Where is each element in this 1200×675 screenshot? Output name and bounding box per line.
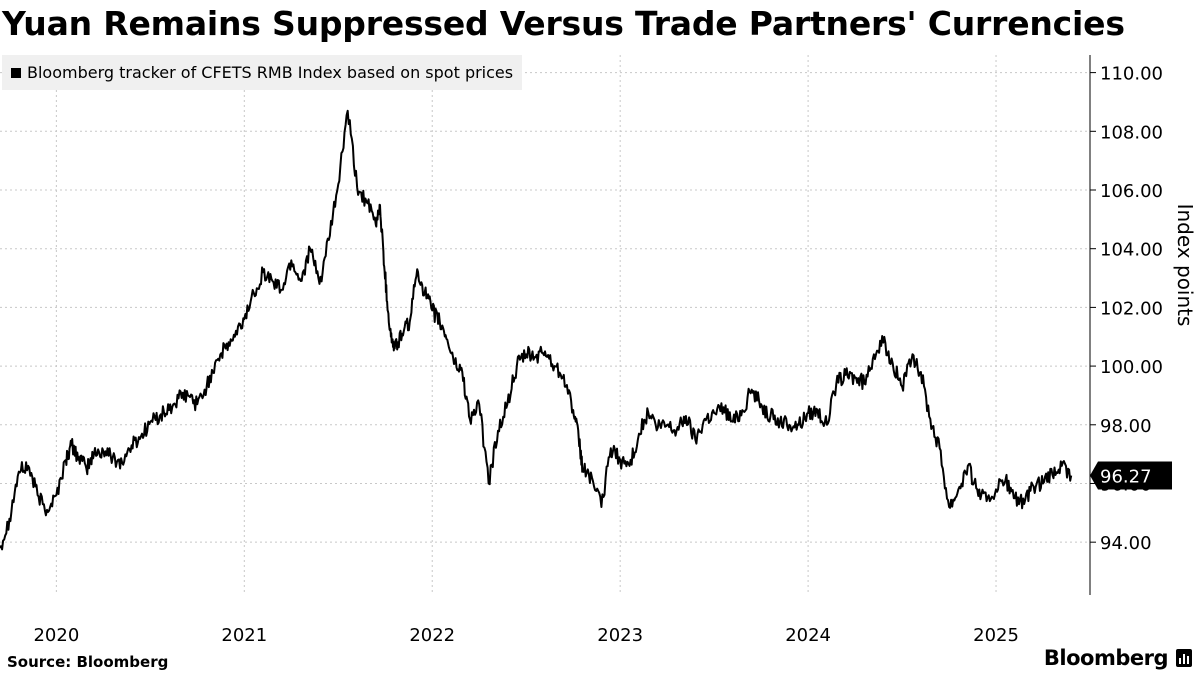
x-tick-label: 2024 xyxy=(785,625,831,646)
y-tick-label: 94.00 xyxy=(1100,533,1152,554)
last-value-callout: 96.27 xyxy=(1090,461,1172,490)
y-tick-label: 100.00 xyxy=(1100,357,1163,378)
x-tick-label: 2020 xyxy=(33,625,79,646)
legend: Bloomberg tracker of CFETS RMB Index bas… xyxy=(2,55,523,90)
y-tick-label: 108.00 xyxy=(1100,122,1163,143)
legend-swatch xyxy=(11,67,21,78)
source-note: Source: Bloomberg xyxy=(7,653,169,671)
y-tick-label: 102.00 xyxy=(1100,298,1163,319)
last-value-label: 96.27 xyxy=(1100,467,1152,488)
bloomberg-chart-icon xyxy=(1176,649,1192,667)
series-line xyxy=(0,109,1073,551)
y-axis-title: Index points xyxy=(1173,204,1197,327)
y-tick-label: 106.00 xyxy=(1100,181,1163,202)
y-tick-label: 104.00 xyxy=(1100,240,1163,261)
y-tick-label: 98.00 xyxy=(1100,416,1152,437)
legend-label: Bloomberg tracker of CFETS RMB Index bas… xyxy=(27,63,514,82)
x-tick-label: 2025 xyxy=(973,625,1019,646)
brand-text: Bloomberg xyxy=(1043,646,1169,670)
axis-layer: 94.0096.0098.00100.00102.00104.00106.001… xyxy=(33,55,1197,646)
x-tick-label: 2021 xyxy=(221,625,267,646)
grid-layer xyxy=(0,55,1090,595)
x-tick-label: 2022 xyxy=(409,625,455,646)
last-value-badge xyxy=(1090,461,1172,490)
x-tick-label: 2023 xyxy=(597,625,643,646)
y-tick-label: 110.00 xyxy=(1100,64,1163,85)
chart-title: Yuan Remains Suppressed Versus Trade Par… xyxy=(2,4,1125,43)
brand-logo: Bloomberg xyxy=(1044,646,1192,670)
series-layer xyxy=(0,109,1073,551)
